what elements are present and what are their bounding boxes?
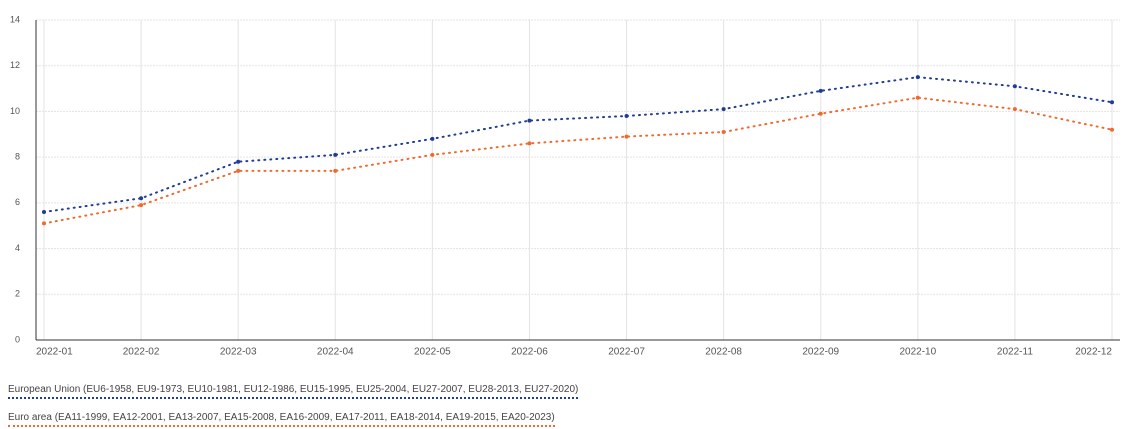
data-point — [818, 111, 823, 116]
y-tick-label: 12 — [10, 60, 20, 70]
data-point — [236, 168, 241, 173]
legend-item[interactable]: European Union (EU6-1958, EU9-1973, EU10… — [8, 384, 579, 399]
y-tick-label: 4 — [15, 243, 20, 253]
y-tick-label: 2 — [15, 289, 20, 299]
x-tick-label: 2022-11 — [997, 347, 1033, 358]
data-point — [1012, 84, 1017, 89]
y-tick-label: 6 — [15, 197, 20, 207]
data-point — [42, 221, 46, 226]
y-tick-label: 8 — [15, 152, 20, 162]
data-point — [818, 88, 823, 93]
data-point — [1012, 107, 1017, 112]
x-tick-label: 2022-07 — [608, 347, 645, 358]
x-tick-label: 2022-01 — [36, 347, 73, 358]
data-point — [721, 107, 726, 112]
data-point — [527, 118, 532, 123]
data-point — [430, 136, 435, 141]
data-point — [333, 168, 338, 173]
data-point — [624, 114, 629, 118]
y-tick-label: 14 — [10, 14, 20, 24]
data-point — [430, 152, 435, 157]
data-point — [1110, 127, 1114, 132]
series-line — [43, 96, 1113, 225]
legend-item[interactable]: Euro area (EA11-1999, EA12-2001, EA13-20… — [8, 412, 555, 427]
y-tick-label: 0 — [15, 334, 20, 344]
data-point — [1110, 100, 1114, 105]
data-point — [333, 152, 338, 157]
data-point — [139, 196, 144, 201]
x-tick-label: 2022-10 — [899, 347, 936, 358]
data-point — [624, 134, 629, 139]
x-tick-label: 2022-04 — [317, 347, 354, 358]
data-point — [527, 141, 532, 146]
data-point — [236, 159, 241, 164]
chart: 0 2 4 6 8 10 12 14 2022-01 2022-02 2022-03 2022-04 2… — [10, 14, 1120, 358]
x-tick-label: 2022-03 — [220, 347, 257, 358]
data-point — [915, 75, 920, 80]
data-point — [42, 210, 46, 214]
x-tick-label: 2022-09 — [802, 347, 839, 358]
x-tick-label: 2022-12 — [1075, 347, 1112, 358]
x-tick-label: 2022-08 — [705, 347, 742, 358]
x-tick-label: 2022-05 — [414, 347, 451, 358]
data-point — [721, 130, 726, 134]
data-point — [915, 95, 920, 100]
y-tick-label: 10 — [10, 106, 20, 116]
x-tick-label: 2022-02 — [123, 347, 160, 358]
series-line — [43, 76, 1113, 213]
data-point — [139, 203, 144, 208]
x-tick-label: 2022-06 — [511, 347, 548, 358]
